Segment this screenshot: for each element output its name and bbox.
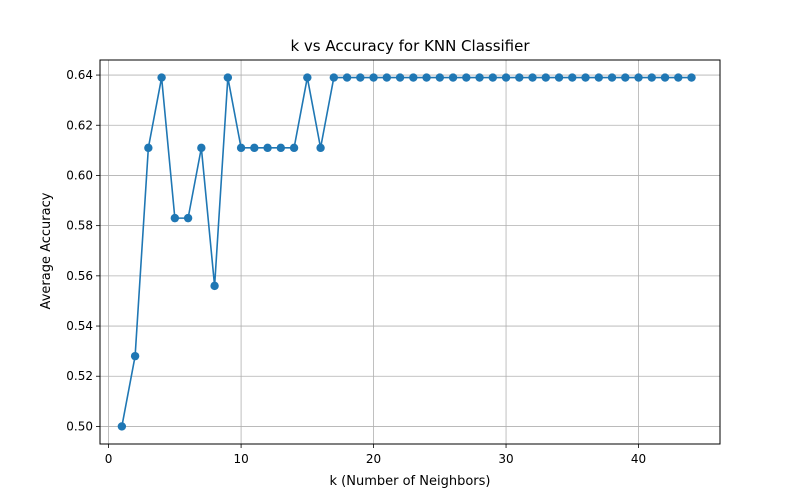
data-point [515, 73, 524, 82]
x-tick-label: 0 [105, 452, 113, 466]
x-tick-label: 30 [498, 452, 513, 466]
data-point [263, 143, 272, 153]
data-point [409, 73, 418, 82]
data-point [303, 73, 312, 82]
x-tick-label: 40 [631, 452, 646, 466]
data-point [607, 73, 617, 82]
data-point [528, 73, 537, 82]
y-tick-label: 0.50 [66, 419, 93, 433]
data-point [687, 73, 696, 82]
data-point [356, 73, 365, 82]
data-point [541, 73, 550, 82]
data-markers [117, 73, 696, 431]
data-point [236, 143, 246, 153]
data-point [369, 73, 378, 82]
data-point [382, 73, 392, 82]
axis-ticks: 0 10 20 30 40 0.50 0.52 0.54 0.56 0.58 0.60 0.62 0.6… [66, 68, 646, 466]
data-point [130, 351, 140, 361]
data-point [276, 143, 286, 153]
data-point [250, 143, 259, 153]
data-point [329, 73, 339, 82]
y-tick-label: 0.56 [66, 269, 93, 283]
y-tick-label: 0.62 [66, 118, 93, 132]
data-point [581, 73, 590, 82]
data-point [435, 73, 445, 82]
y-tick-label: 0.52 [66, 369, 93, 383]
data-point [422, 73, 431, 82]
x-axis-label: k (Number of Neighbors) [330, 474, 491, 489]
data-point [289, 143, 299, 153]
data-point [395, 73, 405, 82]
x-tick-label: 20 [366, 452, 381, 466]
series-line [121, 76, 692, 427]
data-point [660, 73, 670, 82]
data-point [117, 422, 127, 431]
chart-title: k vs Accuracy for KNN Classifier [290, 37, 530, 55]
data-point [183, 213, 193, 223]
accuracy-line [121, 76, 692, 427]
data-point [554, 73, 564, 82]
data-point [144, 143, 153, 153]
data-point [634, 73, 643, 82]
plot-frame [99, 59, 721, 445]
data-point [170, 213, 180, 223]
y-tick-label: 0.60 [66, 168, 93, 182]
data-point [647, 73, 656, 82]
data-point [210, 281, 219, 291]
x-tick-label: 10 [233, 452, 248, 466]
y-axis-label: Average Accuracy [39, 192, 54, 309]
data-point [674, 73, 683, 82]
data-point [316, 143, 325, 153]
data-point [488, 73, 497, 82]
data-point [157, 73, 166, 82]
data-point [448, 73, 458, 82]
data-point [197, 143, 206, 153]
grid-lines [100, 60, 720, 444]
data-point [501, 73, 511, 82]
y-tick-label: 0.54 [66, 319, 93, 333]
data-point [223, 73, 233, 82]
data-point [568, 73, 577, 82]
data-point [594, 73, 603, 82]
data-point [342, 73, 352, 82]
y-tick-label: 0.64 [66, 68, 93, 82]
data-point [621, 73, 630, 82]
data-point [475, 73, 484, 82]
data-point [462, 73, 471, 82]
y-tick-label: 0.58 [66, 219, 93, 233]
